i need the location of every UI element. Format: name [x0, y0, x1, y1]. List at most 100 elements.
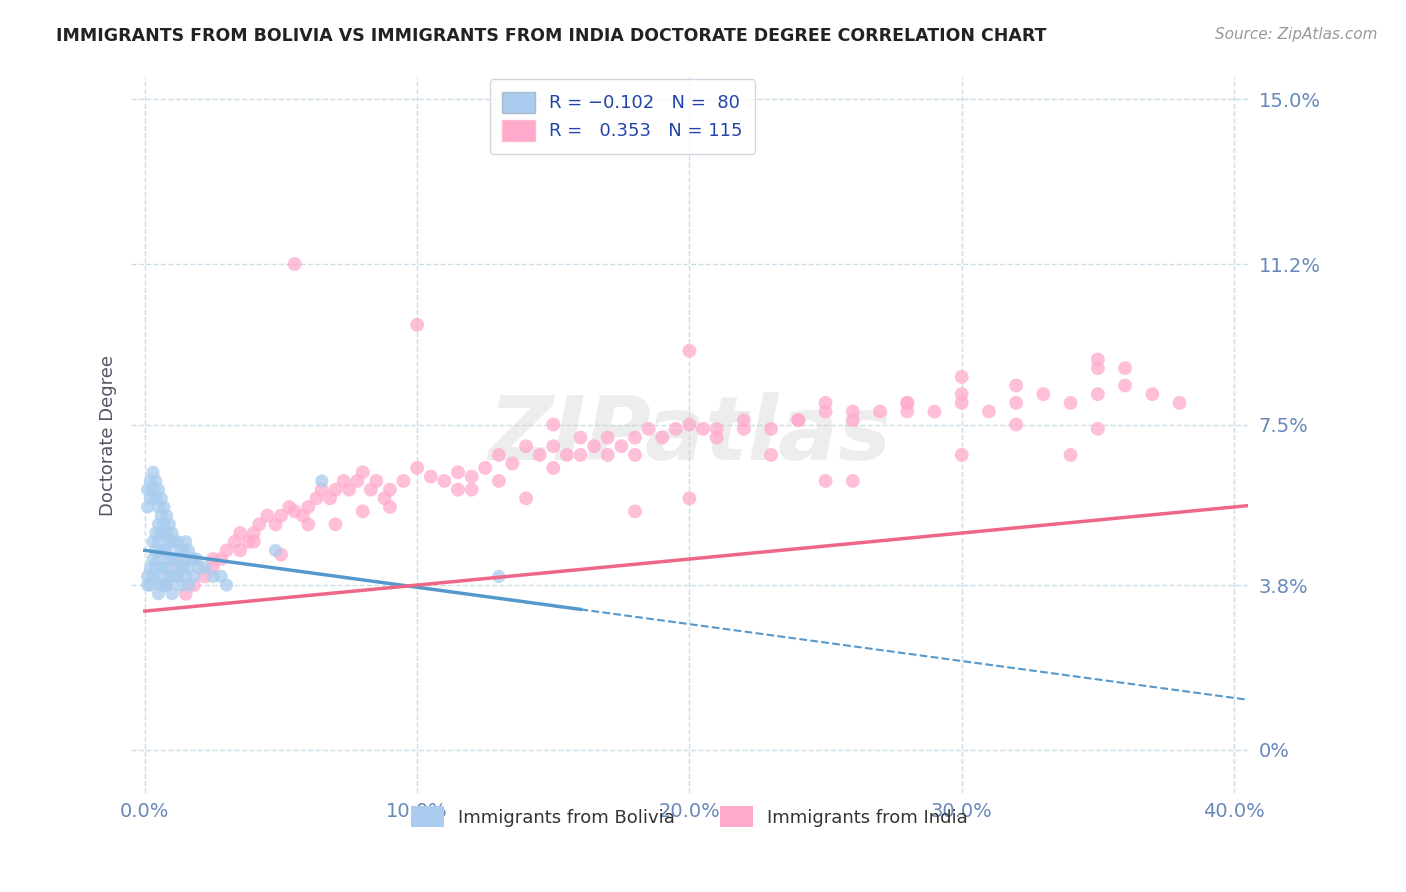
Point: [156, 560, 179, 574]
Point: [311, 474, 333, 488]
Point: [488, 448, 510, 462]
Point: [352, 465, 374, 479]
Point: [814, 474, 837, 488]
Point: [150, 491, 173, 506]
Point: [814, 404, 837, 418]
Point: [145, 474, 167, 488]
Point: [488, 569, 510, 583]
Point: [896, 404, 918, 418]
Point: [148, 569, 170, 583]
Point: [1114, 378, 1136, 392]
Point: [406, 461, 429, 475]
Point: [153, 560, 176, 574]
Point: [153, 526, 176, 541]
Point: [242, 526, 264, 541]
Point: [842, 474, 865, 488]
Point: [360, 483, 382, 497]
Point: [150, 560, 173, 574]
Point: [474, 461, 496, 475]
Point: [186, 552, 208, 566]
Point: [692, 422, 714, 436]
Point: [950, 396, 973, 410]
Point: [896, 396, 918, 410]
Point: [950, 369, 973, 384]
Point: [247, 517, 270, 532]
Point: [156, 508, 179, 523]
Point: [529, 448, 551, 462]
Point: [346, 474, 368, 488]
Point: [460, 469, 482, 483]
Point: [160, 526, 183, 541]
Point: [1005, 417, 1028, 432]
Point: [174, 534, 197, 549]
Point: [215, 578, 238, 592]
Point: [166, 569, 188, 583]
Point: [156, 526, 179, 541]
Point: [1114, 361, 1136, 376]
Point: [153, 543, 176, 558]
Point: [378, 500, 401, 514]
Point: [142, 483, 165, 497]
Point: [177, 543, 200, 558]
Point: [139, 474, 162, 488]
Point: [555, 448, 578, 462]
Point: [139, 491, 162, 506]
Point: [515, 439, 537, 453]
Point: [270, 548, 292, 562]
Point: [337, 483, 360, 497]
Point: [169, 560, 191, 574]
Point: [188, 560, 211, 574]
Point: [624, 504, 647, 518]
Point: [1005, 378, 1028, 392]
Point: [209, 569, 232, 583]
Text: Source: ZipAtlas.com: Source: ZipAtlas.com: [1215, 27, 1378, 42]
Point: [145, 560, 167, 574]
Point: [157, 569, 180, 583]
Point: [139, 560, 162, 574]
Text: ZIPatlas: ZIPatlas: [488, 392, 891, 479]
Point: [150, 526, 173, 541]
Point: [297, 500, 319, 514]
Point: [543, 439, 565, 453]
Point: [319, 491, 342, 506]
Point: [291, 508, 314, 523]
Point: [201, 560, 224, 574]
Point: [297, 517, 319, 532]
Point: [157, 552, 180, 566]
Point: [392, 474, 415, 488]
Point: [148, 500, 170, 514]
Point: [148, 483, 170, 497]
Point: [1168, 396, 1191, 410]
Point: [142, 552, 165, 566]
Point: [842, 404, 865, 418]
Point: [169, 578, 191, 592]
Point: [160, 552, 183, 566]
Point: [637, 422, 659, 436]
Point: [447, 465, 470, 479]
Point: [305, 491, 328, 506]
Point: [201, 552, 224, 566]
Point: [163, 552, 186, 566]
Point: [156, 578, 179, 592]
Point: [433, 474, 456, 488]
Point: [1087, 361, 1109, 376]
Point: [194, 569, 217, 583]
Point: [1059, 396, 1081, 410]
Point: [145, 543, 167, 558]
Point: [142, 465, 165, 479]
Point: [678, 343, 700, 358]
Point: [142, 569, 165, 583]
Point: [569, 448, 592, 462]
Point: [583, 439, 606, 453]
Point: [166, 560, 188, 574]
Point: [284, 504, 307, 518]
Point: [136, 569, 159, 583]
Point: [733, 413, 755, 427]
Point: [378, 483, 401, 497]
Point: [150, 543, 173, 558]
Point: [242, 534, 264, 549]
Point: [145, 526, 167, 541]
Point: [166, 552, 188, 566]
Point: [1087, 422, 1109, 436]
Point: [209, 552, 232, 566]
